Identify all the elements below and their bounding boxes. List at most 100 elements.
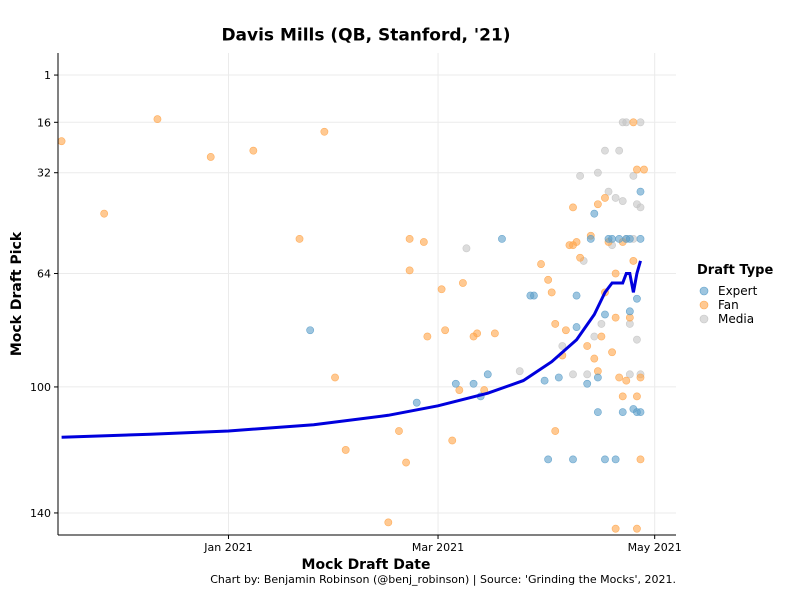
- legend-swatch-fan: [699, 300, 709, 310]
- point-fan: [608, 348, 616, 357]
- point-fan: [572, 238, 581, 246]
- legend-swatch-media: [699, 314, 709, 324]
- y-tick-label: 64: [37, 268, 51, 281]
- point-media: [558, 342, 567, 350]
- point-fan: [551, 427, 560, 435]
- point-media: [601, 146, 609, 155]
- point-expert: [593, 408, 602, 417]
- point-fan: [576, 253, 585, 262]
- point-fan: [341, 446, 350, 454]
- point-expert: [554, 373, 563, 382]
- y-tick-label: 32: [37, 167, 51, 180]
- point-expert: [530, 291, 538, 300]
- legend-label-expert: Expert: [718, 284, 758, 298]
- point-fan: [57, 137, 66, 146]
- legend-title: Draft Type: [697, 263, 773, 278]
- point-fan: [590, 354, 599, 363]
- legend-swatch-expert: [699, 286, 709, 296]
- caption: Chart by: Benjamin Robinson (@benj_robin…: [210, 573, 676, 586]
- point-fan: [629, 257, 638, 265]
- point-expert: [618, 408, 627, 417]
- point-fan: [611, 524, 620, 533]
- point-expert: [572, 291, 581, 300]
- point-media: [597, 320, 606, 328]
- point-fan: [206, 153, 215, 161]
- point-fan: [551, 320, 560, 328]
- point-fan: [490, 329, 499, 338]
- trend-line: [61, 260, 642, 439]
- point-expert: [451, 379, 460, 388]
- y-tick-label: 1: [44, 69, 51, 82]
- point-expert: [615, 234, 624, 243]
- point-fan: [593, 200, 602, 209]
- point-media: [604, 187, 613, 196]
- point-fan: [569, 203, 577, 212]
- y-tick-label: 100: [30, 381, 51, 394]
- point-fan: [405, 266, 414, 275]
- point-fan: [537, 260, 545, 268]
- point-expert: [569, 455, 577, 464]
- point-fan: [395, 427, 403, 435]
- point-fan: [633, 524, 641, 533]
- y-tick-label: 140: [30, 507, 51, 520]
- point-media: [629, 171, 638, 180]
- point-media: [622, 118, 631, 127]
- point-expert: [572, 323, 581, 331]
- point-fan: [448, 436, 457, 445]
- y-axis-title: Mock Draft Pick: [9, 231, 25, 356]
- point-expert: [583, 379, 592, 388]
- point-fan: [611, 269, 620, 278]
- point-fan: [615, 373, 624, 382]
- point-fan: [622, 376, 631, 385]
- point-fan: [320, 127, 329, 136]
- grid: [58, 53, 676, 535]
- y-tick-label: 16: [37, 116, 51, 129]
- x-tick-label: May 2021: [628, 541, 682, 554]
- point-media: [515, 367, 524, 376]
- point-expert: [636, 187, 645, 196]
- point-fan: [419, 238, 428, 246]
- point-fan: [402, 458, 410, 467]
- point-expert: [633, 294, 641, 303]
- point-expert: [306, 326, 315, 335]
- point-expert: [636, 234, 645, 243]
- point-fan: [636, 455, 645, 464]
- point-expert: [483, 370, 492, 379]
- point-fan: [100, 209, 109, 218]
- point-fan: [544, 275, 553, 284]
- point-media: [611, 194, 620, 202]
- point-fan: [618, 392, 627, 401]
- point-expert: [601, 455, 609, 464]
- point-expert: [544, 455, 553, 464]
- point-media: [618, 197, 627, 205]
- point-fan: [597, 332, 606, 341]
- point-fan: [249, 146, 258, 155]
- point-fan: [473, 329, 482, 338]
- point-fan: [458, 279, 467, 287]
- point-fan: [583, 342, 592, 350]
- point-fan: [629, 118, 638, 127]
- point-expert: [586, 234, 595, 243]
- point-expert: [540, 376, 549, 385]
- point-media: [625, 370, 634, 379]
- point-fan: [331, 373, 339, 382]
- point-expert: [608, 234, 616, 243]
- point-expert: [593, 373, 602, 382]
- point-fan: [561, 326, 570, 335]
- point-media: [590, 332, 599, 341]
- point-media: [636, 203, 645, 212]
- point-fan: [384, 518, 393, 527]
- point-expert: [601, 310, 609, 319]
- point-fan: [441, 326, 450, 335]
- point-fan: [405, 234, 414, 243]
- point-fan: [295, 234, 304, 243]
- point-fan: [601, 194, 609, 202]
- point-expert: [469, 379, 478, 388]
- point-expert: [625, 234, 634, 243]
- point-media: [569, 370, 577, 379]
- point-media: [462, 244, 471, 253]
- point-fan: [633, 165, 641, 174]
- x-tick-label: Jan 2021: [203, 541, 252, 554]
